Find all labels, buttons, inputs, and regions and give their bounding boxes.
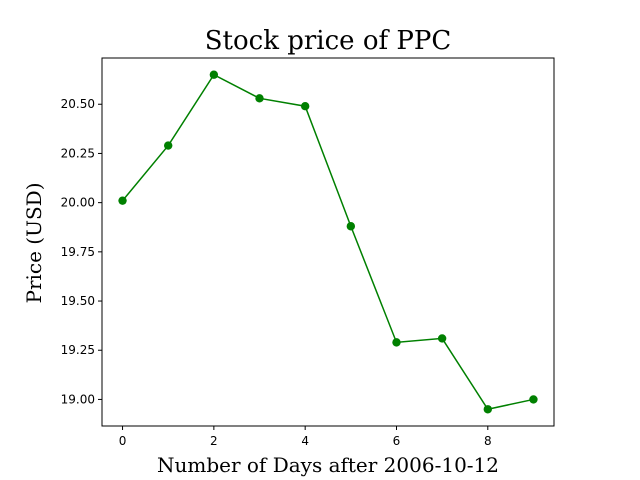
data-point bbox=[164, 141, 173, 150]
y-tick-label: 20.25 bbox=[61, 146, 95, 160]
x-tick-label: 8 bbox=[484, 434, 492, 448]
series-markers bbox=[118, 70, 538, 414]
y-axis-label: Price (USD) bbox=[22, 182, 46, 303]
x-tick-label: 6 bbox=[393, 434, 401, 448]
series-line bbox=[121, 73, 534, 411]
y-tick-label: 20.50 bbox=[61, 97, 95, 111]
y-tick-label: 19.00 bbox=[61, 392, 95, 406]
data-point bbox=[255, 94, 264, 103]
data-point bbox=[118, 196, 127, 205]
y-tick-label: 19.50 bbox=[61, 294, 95, 308]
plot-area: 19.00 19.25 19.50 19.75 20.00 20.25 20.50 0 2 4 6… bbox=[61, 57, 555, 448]
data-point bbox=[529, 395, 538, 404]
x-tick-label: 4 bbox=[301, 434, 309, 448]
chart-title: Stock price of PPC bbox=[205, 26, 452, 56]
y-axis-ticks: 19.00 19.25 19.50 19.75 20.00 20.25 20.50 bbox=[61, 97, 102, 406]
x-axis-label: Number of Days after 2006-10-12 bbox=[157, 453, 499, 477]
data-point bbox=[437, 334, 447, 343]
y-tick-label: 19.75 bbox=[61, 245, 95, 259]
data-point bbox=[209, 70, 219, 79]
data-point bbox=[483, 405, 492, 414]
data-point bbox=[392, 338, 401, 347]
x-tick-label: 0 bbox=[119, 434, 127, 448]
data-point bbox=[300, 102, 310, 111]
x-axis-ticks: 0 2 4 6 8 bbox=[119, 426, 492, 448]
y-tick-label: 19.25 bbox=[61, 343, 95, 357]
data-point bbox=[346, 222, 356, 231]
x-tick-label: 2 bbox=[210, 434, 218, 448]
y-tick-label: 20.00 bbox=[61, 196, 95, 210]
plot-frame bbox=[101, 57, 555, 427]
